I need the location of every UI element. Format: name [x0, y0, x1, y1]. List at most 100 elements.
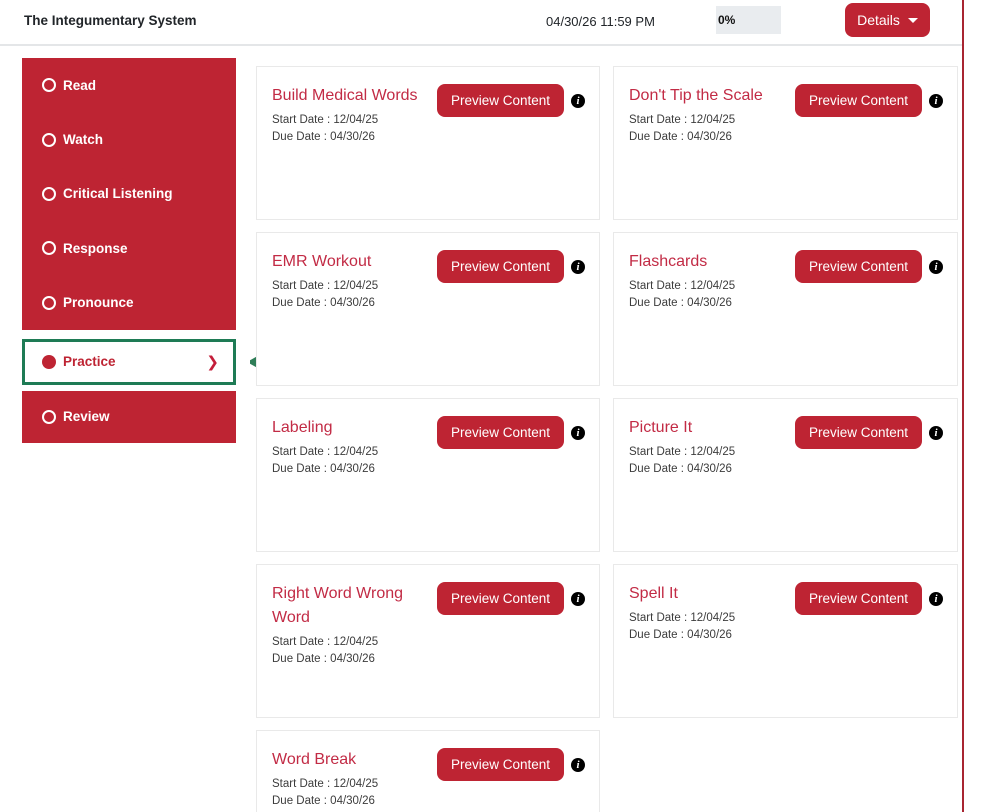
due-date-text: Due Date : 04/30/26 [272, 296, 375, 309]
sidebar-item[interactable]: Read [22, 58, 236, 112]
activity-card-info: Right Word Wrong Word Start Date : 12/04… [272, 582, 437, 667]
preview-content-button[interactable]: Preview Content [436, 84, 564, 117]
activity-card-info: Word Break Start Date : 12/04/25 Due Dat… [272, 748, 437, 809]
activity-title: Picture It [629, 419, 693, 436]
preview-content-button[interactable]: Preview Content [794, 416, 922, 449]
sidebar-item-practice-active[interactable]: Practice ❯ [22, 338, 236, 385]
start-date-text: Start Date : 12/04/25 [272, 636, 379, 648]
due-date-text: Due Date : 04/30/26 [272, 794, 375, 807]
activity-card: Flashcards Start Date : 12/04/25 Due Dat… [613, 232, 958, 386]
radio-selected-icon [42, 354, 56, 369]
activity-title: Flashcards [629, 253, 708, 270]
info-icon[interactable]: i [571, 757, 585, 772]
activity-card-info: Flashcards Start Date : 12/04/25 Due Dat… [629, 250, 795, 311]
activity-card-info: Don't Tip the Scale Start Date : 12/04/2… [629, 84, 795, 145]
preview-content-button[interactable]: Preview Content [794, 84, 922, 117]
progress-bar: 0% [716, 6, 781, 34]
start-date-text: Start Date : 12/04/25 [272, 778, 379, 790]
info-icon[interactable]: i [571, 425, 585, 440]
activity-card: Labeling Start Date : 12/04/25 Due Date … [256, 398, 600, 552]
due-date-text: Due Date : 04/30/26 [272, 652, 375, 665]
start-date-text: Start Date : 12/04/25 [629, 114, 736, 126]
radio-unselected-icon [42, 78, 56, 93]
info-icon[interactable]: i [929, 591, 943, 606]
preview-content-button[interactable]: Preview Content [436, 416, 564, 449]
activity-card: Don't Tip the Scale Start Date : 12/04/2… [613, 66, 958, 220]
sidebar-item-label: Critical Listening [63, 186, 173, 202]
radio-unselected-icon [42, 241, 56, 256]
sidebar-item-label: Read [63, 77, 97, 93]
sidebar-item-label: Practice [63, 354, 116, 370]
activity-title: Right Word Wrong Word [272, 585, 404, 626]
sidebar-item[interactable]: Watch [22, 112, 236, 166]
start-date-text: Start Date : 12/04/25 [629, 446, 736, 458]
preview-content-button[interactable]: Preview Content [436, 250, 564, 283]
activity-dates: Start Date : 12/04/25 Due Date : 04/30/2… [272, 444, 437, 477]
activity-card-actions: Preview Content i [436, 748, 585, 781]
due-date-text: Due Date : 04/30/26 [629, 462, 732, 475]
activity-dates: Start Date : 12/04/25 Due Date : 04/30/2… [272, 112, 437, 145]
activity-title: Don't Tip the Scale [629, 87, 763, 104]
sidebar-item[interactable]: Pronounce [22, 276, 236, 330]
details-button-label: Details [857, 12, 900, 28]
preview-content-button[interactable]: Preview Content [794, 582, 922, 615]
sidebar-item[interactable]: Response [22, 221, 236, 275]
preview-content-button[interactable]: Preview Content [436, 582, 564, 615]
activity-dates: Start Date : 12/04/25 Due Date : 04/30/2… [272, 278, 437, 311]
sidebar-item-label: Review [63, 409, 110, 425]
preview-content-button[interactable]: Preview Content [436, 748, 564, 781]
activity-card-actions: Preview Content i [794, 416, 943, 449]
info-icon[interactable]: i [571, 259, 585, 274]
info-icon[interactable]: i [929, 93, 943, 108]
info-icon[interactable]: i [929, 259, 943, 274]
activity-title: EMR Workout [272, 253, 372, 270]
activity-card-info: Spell It Start Date : 12/04/25 Due Date … [629, 582, 795, 643]
activity-title: Word Break [272, 751, 357, 768]
activity-card: Spell It Start Date : 12/04/25 Due Date … [613, 564, 958, 718]
sidebar: Read Watch Critical Listening Response [22, 58, 236, 443]
activity-card: Picture It Start Date : 12/04/25 Due Dat… [613, 398, 958, 552]
activity-card-actions: Preview Content i [794, 582, 943, 615]
activity-card-actions: Preview Content i [794, 84, 943, 117]
activity-card-actions: Preview Content i [436, 582, 585, 615]
sidebar-item-label: Response [63, 240, 128, 256]
activity-card-info: Build Medical Words Start Date : 12/04/2… [272, 84, 437, 145]
info-icon[interactable]: i [571, 93, 585, 108]
preview-content-button[interactable]: Preview Content [794, 250, 922, 283]
sidebar-item[interactable]: Critical Listening [22, 167, 236, 221]
sidebar-item-label: Watch [63, 132, 103, 148]
sidebar-item-label: Pronounce [63, 295, 134, 311]
info-icon[interactable]: i [929, 425, 943, 440]
activity-dates: Start Date : 12/04/25 Due Date : 04/30/2… [629, 610, 795, 643]
due-date-text: Due Date : 04/30/26 [629, 130, 732, 143]
due-datetime-text: 04/30/26 11:59 PM [546, 14, 655, 29]
activity-card: Build Medical Words Start Date : 12/04/2… [256, 66, 600, 220]
sidebar-bottom-block: Review [22, 390, 236, 443]
start-date-text: Start Date : 12/04/25 [272, 446, 379, 458]
start-date-text: Start Date : 12/04/25 [629, 612, 736, 624]
sidebar-item[interactable]: Review [22, 391, 236, 443]
activity-card-info: EMR Workout Start Date : 12/04/25 Due Da… [272, 250, 437, 311]
activity-card-info: Picture It Start Date : 12/04/25 Due Dat… [629, 416, 795, 477]
details-button[interactable]: Details [845, 3, 930, 37]
header: The Integumentary System 04/30/26 11:59 … [0, 0, 963, 46]
info-icon[interactable]: i [571, 591, 585, 606]
radio-unselected-icon [42, 186, 56, 201]
radio-unselected-icon [42, 295, 56, 310]
activity-card-info: Labeling Start Date : 12/04/25 Due Date … [272, 416, 437, 477]
progress-percent-label: 0% [718, 13, 736, 27]
activity-card-actions: Preview Content i [436, 84, 585, 117]
activity-dates: Start Date : 12/04/25 Due Date : 04/30/2… [629, 112, 795, 145]
activity-card: EMR Workout Start Date : 12/04/25 Due Da… [256, 232, 600, 386]
activity-card-actions: Preview Content i [436, 416, 585, 449]
chevron-down-icon [907, 17, 918, 23]
activity-card: Word Break Start Date : 12/04/25 Due Dat… [256, 730, 600, 812]
start-date-text: Start Date : 12/04/25 [629, 280, 736, 292]
activity-dates: Start Date : 12/04/25 Due Date : 04/30/2… [272, 634, 437, 667]
activity-card: Right Word Wrong Word Start Date : 12/04… [256, 564, 600, 718]
activity-title: Build Medical Words [272, 87, 418, 104]
activity-dates: Start Date : 12/04/25 Due Date : 04/30/2… [629, 278, 795, 311]
page-title: The Integumentary System [24, 13, 197, 28]
radio-unselected-icon [42, 409, 56, 424]
